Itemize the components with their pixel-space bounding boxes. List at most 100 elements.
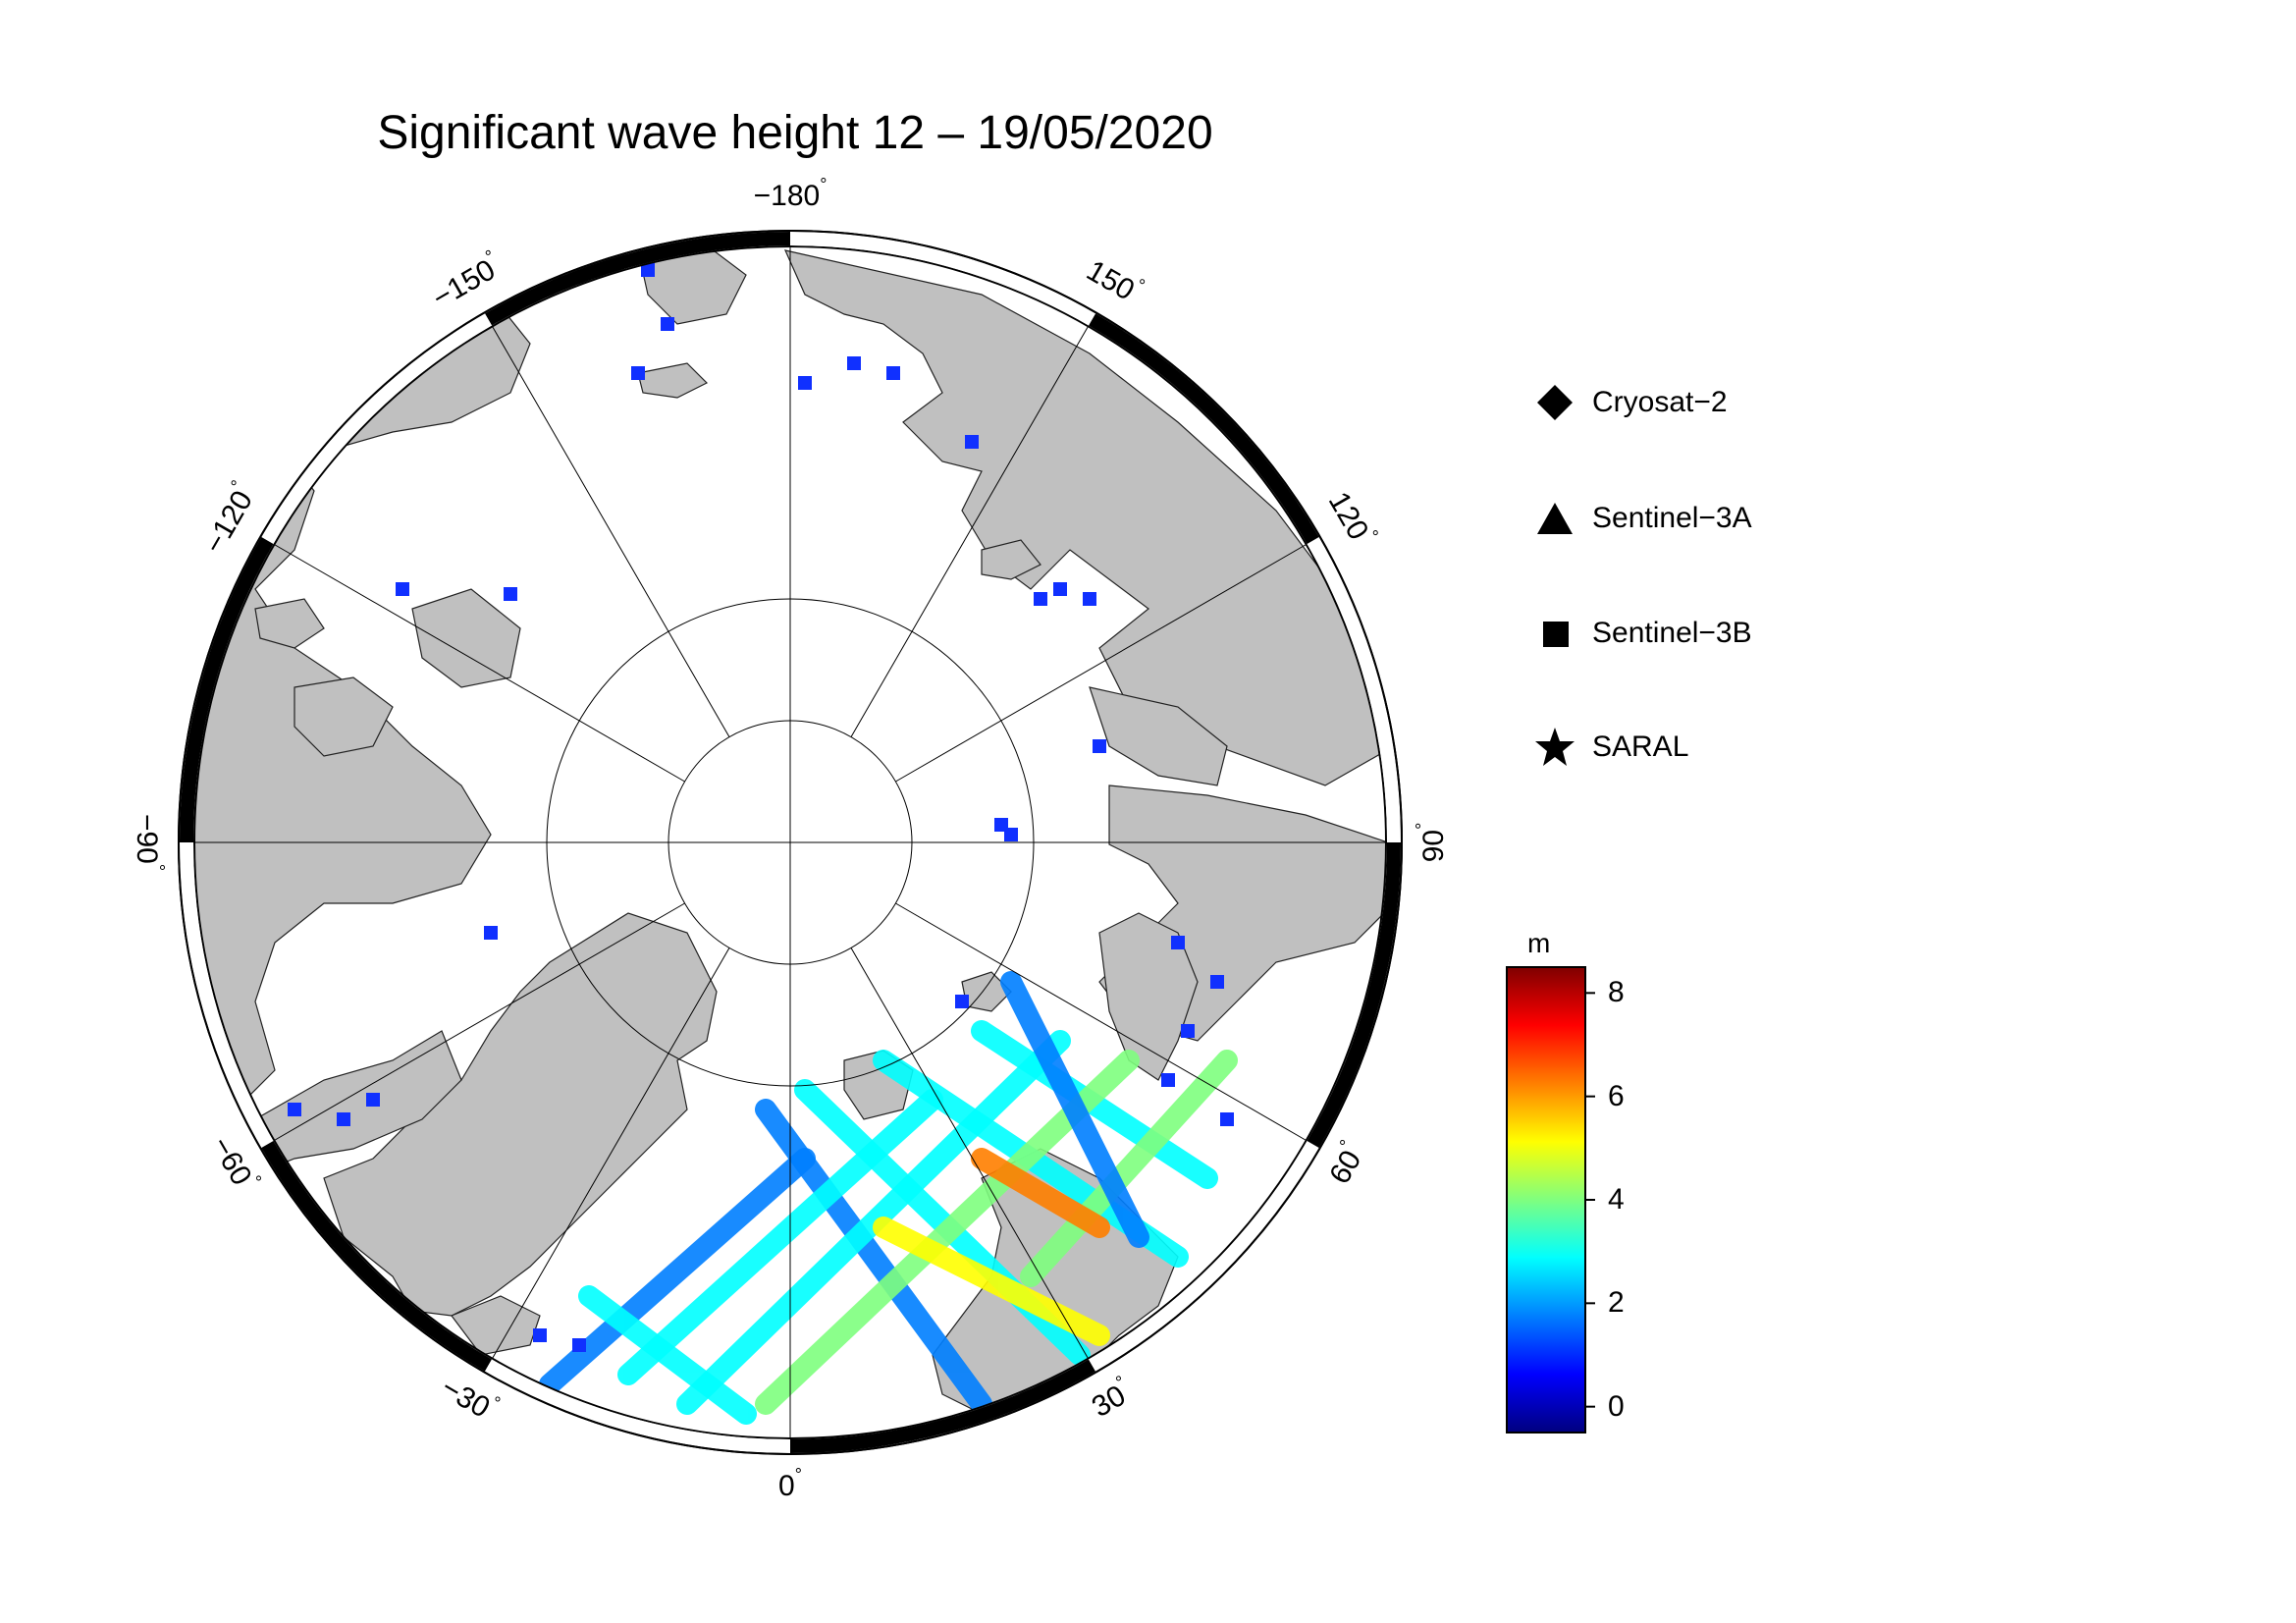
meridian-line: [895, 544, 1307, 783]
altimetry-point: [1210, 975, 1224, 989]
altimetry-point: [1171, 936, 1185, 949]
altimetry-point: [366, 1093, 380, 1107]
altimetry-track: [617, 1089, 943, 1385]
meridian-line: [492, 947, 730, 1359]
altimetry-track: [1020, 1050, 1238, 1287]
colorbar-tick-label: 2: [1608, 1286, 1625, 1320]
colorbar-tick-label: 6: [1608, 1079, 1625, 1112]
altimetry-track: [676, 1030, 1071, 1415]
altimetry-point: [504, 587, 517, 601]
altimetry-track: [873, 1217, 1110, 1346]
legend-label: Sentinel−3B: [1592, 617, 1752, 649]
frame-outer-edge: [178, 230, 1403, 1455]
altimetry-point: [484, 926, 498, 940]
altimetry-point: [661, 317, 674, 331]
meridian-line: [895, 902, 1307, 1141]
degree-symbol: °: [245, 1172, 266, 1188]
triangle-icon: [1531, 495, 1578, 542]
altimetry-point: [965, 435, 979, 449]
altimetry-point: [641, 263, 655, 277]
altimetry-point: [572, 1338, 586, 1352]
star-icon: [1531, 724, 1578, 771]
longitude-label: −120°: [193, 476, 262, 559]
degree-symbol: °: [795, 1465, 802, 1485]
altimetry-point: [1181, 1024, 1195, 1038]
degree-symbol: °: [1133, 275, 1148, 296]
diamond-icon: [1531, 379, 1578, 426]
land-victoria-island: [254, 598, 325, 649]
altimetry-point: [886, 366, 900, 380]
frame-segment: [1088, 313, 1319, 545]
longitude-label: 150°: [1081, 250, 1148, 311]
legend-item-sentinel-3a: Sentinel−3A: [1531, 494, 1752, 543]
legend-label: SARAL: [1592, 730, 1689, 763]
longitude-label: −90°: [131, 814, 168, 871]
colorbar-tick-label: 4: [1608, 1183, 1625, 1216]
meridian-line: [492, 326, 730, 737]
altimetry-point: [1220, 1112, 1234, 1126]
colorbar-ticks: [1585, 992, 1595, 1408]
legend-item-saral: SARAL: [1531, 723, 1688, 772]
legend-item-cryosat: Cryosat−2: [1531, 378, 1728, 427]
altimetry-point: [1034, 592, 1047, 606]
meridian-line: [274, 544, 685, 783]
altimetry-point: [955, 995, 969, 1008]
altimetry-track: [1000, 971, 1149, 1248]
degree-symbol: °: [1112, 1372, 1128, 1392]
land-baffin: [294, 676, 394, 757]
frame-segment: [1088, 1140, 1319, 1372]
map-title: Significant wave height 12 – 19/05/2020: [377, 107, 1213, 159]
altimetry-point: [533, 1328, 547, 1342]
degree-symbol: °: [820, 175, 827, 194]
land-taymyr: [1089, 686, 1228, 786]
longitude-label: 120°: [1322, 484, 1383, 552]
colorbar-unit: m: [1527, 928, 1551, 958]
land-new-siberian: [981, 539, 1041, 580]
frame-segment: [261, 1140, 493, 1372]
altimetry-track: [539, 1148, 816, 1395]
frame-segment: [789, 232, 1095, 326]
altimetry-point: [337, 1112, 350, 1126]
altimetry-point: [396, 582, 409, 596]
degree-symbol: °: [1413, 823, 1432, 830]
frame-segment: [180, 841, 274, 1148]
meridian-line: [850, 947, 1089, 1359]
altimetry-point: [798, 376, 812, 390]
land-novaya-zemlya: [1098, 912, 1199, 1081]
land-ellesmere: [411, 588, 521, 688]
altimetry-track: [578, 1285, 757, 1425]
colorbar-tick-label: 0: [1608, 1389, 1625, 1423]
altimetry-point: [1161, 1073, 1175, 1087]
graticule: [194, 246, 1386, 1438]
altimetry-track: [971, 1148, 1110, 1238]
land-chukotka: [637, 246, 747, 325]
square-icon: [1531, 610, 1578, 657]
legend-item-sentinel-3b: Sentinel−3B: [1531, 609, 1752, 658]
degree-symbol: °: [488, 1392, 504, 1413]
frame-segment: [485, 1359, 791, 1453]
longitude-label: 60°: [1319, 1136, 1371, 1189]
altimetry-point: [1053, 582, 1067, 596]
altimetry-point: [1083, 592, 1096, 606]
altimetry-point: [847, 356, 861, 370]
frame-inner-ring: [193, 245, 1387, 1439]
altimetry-point: [1093, 739, 1106, 753]
altimetry-point: [288, 1103, 301, 1116]
frame-segment: [1307, 841, 1401, 1148]
colorbar: [1506, 966, 1586, 1434]
legend-label: Sentinel−3A: [1592, 502, 1752, 534]
longitude-label: 0°: [778, 1465, 802, 1502]
longitude-label: 30°: [1084, 1372, 1137, 1424]
longitude-label: −180°: [754, 175, 828, 212]
land-siberia: [783, 249, 1386, 786]
longitude-label: −150°: [424, 245, 507, 314]
frame-segment: [485, 232, 791, 326]
altimetry-point: [631, 366, 645, 380]
degree-symbol: °: [148, 864, 168, 871]
degree-symbol: °: [1362, 526, 1383, 542]
legend-label: Cryosat−2: [1592, 386, 1728, 418]
meridian-line: [850, 326, 1089, 737]
wave-height-tracks: [288, 263, 1238, 1425]
frame-segment: [261, 313, 493, 545]
